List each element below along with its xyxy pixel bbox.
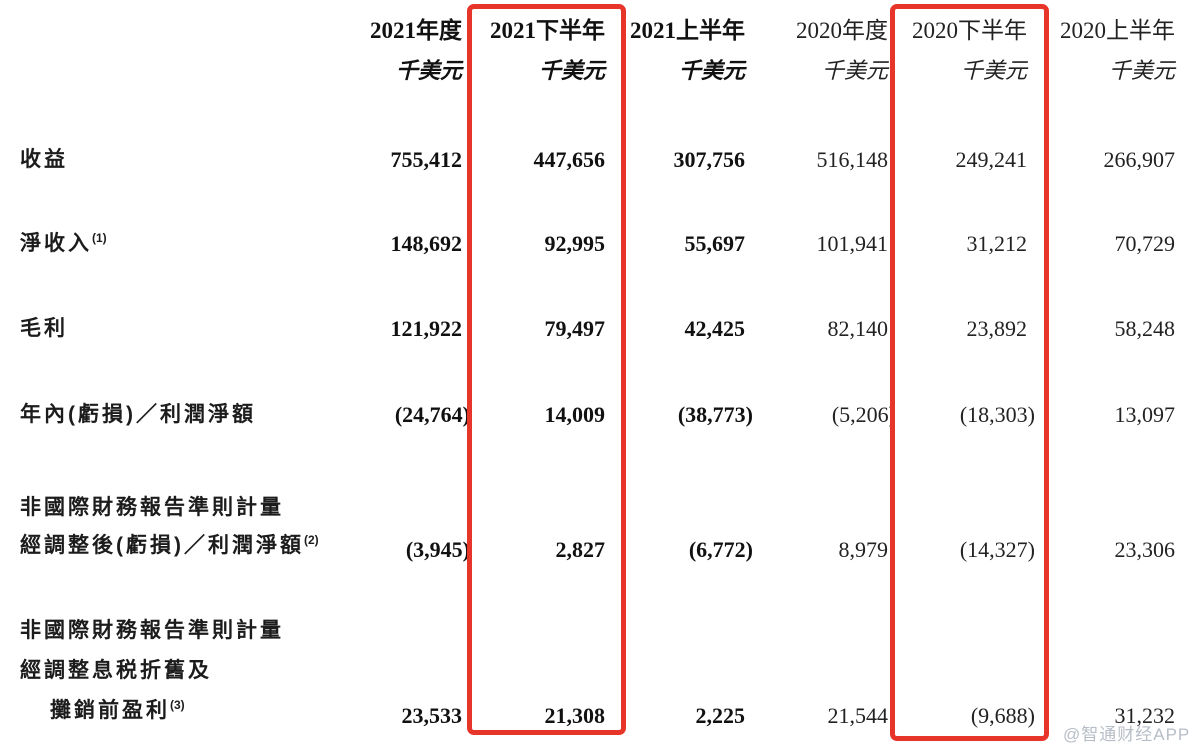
value-cell: 13,097 — [1114, 402, 1176, 427]
financial-table: 2021年度 2021下半年 2021上半年 2020年度 2020下半年 20… — [0, 0, 1175, 731]
value-cell: 755,412 — [390, 147, 463, 172]
value-cell: 70,729 — [1114, 231, 1176, 256]
row-label: 非國際財務報告準則計量 經調整息税折舊及 攤銷前盈利(3) — [0, 611, 355, 731]
value-cell: 8,979 — [838, 537, 889, 562]
row-label-line: 攤銷前盈利(3) — [50, 698, 185, 722]
value-cell: 92,995 — [544, 231, 606, 256]
table-row-adjusted-net-profit-loss: 非國際財務報告準則計量 經調整後(虧損)／利潤淨額(2) (3,945) 2,8… — [0, 489, 1175, 565]
value-cell: 23,306 — [1114, 537, 1176, 562]
table-row-revenue: 收益 755,412 447,656 307,756 516,148 249,2… — [0, 145, 1175, 175]
footnote-marker: (2) — [304, 533, 319, 547]
table-row-net-income: 淨收入(1) 148,692 92,995 55,697 101,941 31,… — [0, 229, 1175, 259]
table-header-periods: 2021年度 2021下半年 2021上半年 2020年度 2020下半年 20… — [0, 0, 1175, 48]
value-cell: 31,232 — [1114, 703, 1176, 728]
value-cell: 2,225 — [695, 703, 746, 728]
unit-label: 千美元 — [960, 58, 1027, 83]
row-label: 淨收入(1) — [20, 231, 107, 255]
value-cell: 82,140 — [827, 316, 889, 341]
value-cell: (18,303) — [959, 402, 1035, 427]
row-label: 收益 — [20, 148, 68, 171]
column-header-2021h1: 2021上半年 — [630, 18, 745, 43]
value-cell: 121,922 — [390, 316, 463, 341]
column-header-2020h1: 2020上半年 — [1060, 18, 1175, 43]
row-label: 非國際財務報告準則計量 經調整後(虧損)／利潤淨額(2) — [0, 489, 355, 565]
value-cell: 266,907 — [1103, 147, 1176, 172]
value-cell: (9,688) — [970, 703, 1035, 728]
table-row-gross-profit: 毛利 121,922 79,497 42,425 82,140 23,892 5… — [0, 314, 1175, 344]
value-cell: 23,892 — [966, 316, 1028, 341]
value-cell: 55,697 — [684, 231, 746, 256]
value-cell: 58,248 — [1114, 316, 1176, 341]
value-cell: (24,764) — [394, 402, 470, 427]
value-cell: 148,692 — [390, 231, 463, 256]
row-label-line: 非國際財務報告準則計量 — [20, 619, 284, 642]
value-cell: 21,544 — [827, 703, 889, 728]
value-cell: 23,533 — [401, 703, 463, 728]
footnote-marker: (1) — [92, 231, 107, 245]
value-cell: 249,241 — [955, 147, 1028, 172]
row-label: 年內(虧損)／利潤淨額 — [20, 403, 256, 426]
value-cell: 516,148 — [816, 147, 889, 172]
value-cell: 31,212 — [966, 231, 1028, 256]
column-header-2020h2: 2020下半年 — [912, 18, 1027, 43]
value-cell: 2,827 — [555, 537, 606, 562]
value-cell: 101,941 — [816, 231, 889, 256]
watermark: @智通财经APP — [1063, 725, 1191, 744]
table-header-units: 千美元 千美元 千美元 千美元 千美元 千美元 — [0, 54, 1175, 88]
unit-label: 千美元 — [1108, 58, 1175, 83]
unit-label: 千美元 — [678, 58, 745, 83]
value-cell: 14,009 — [544, 402, 606, 427]
row-label-line: 非國際財務報告準則計量 — [20, 496, 284, 519]
unit-label: 千美元 — [538, 58, 605, 83]
value-cell: (6,772) — [688, 537, 753, 562]
value-cell: 42,425 — [684, 316, 746, 341]
value-cell: 447,656 — [533, 147, 606, 172]
row-label: 毛利 — [20, 317, 68, 340]
value-cell: 21,308 — [544, 703, 606, 728]
unit-label: 千美元 — [821, 58, 888, 83]
footnote-marker: (3) — [170, 698, 185, 712]
value-cell: (14,327) — [959, 537, 1035, 562]
row-label-line: 經調整息税折舊及 — [20, 659, 212, 682]
unit-label: 千美元 — [395, 58, 462, 83]
value-cell: (38,773) — [677, 402, 753, 427]
value-cell: (3,945) — [405, 537, 470, 562]
value-cell: 307,756 — [673, 147, 746, 172]
column-header-2021fy: 2021年度 — [370, 18, 462, 43]
value-cell: (5,206) — [831, 402, 896, 427]
column-header-2021h2: 2021下半年 — [490, 18, 605, 43]
row-label-line: 經調整後(虧損)／利潤淨額(2) — [20, 533, 319, 557]
table-row-adjusted-ebitda: 非國際財務報告準則計量 經調整息税折舊及 攤銷前盈利(3) 23,533 21,… — [0, 611, 1175, 731]
column-header-2020fy: 2020年度 — [796, 18, 888, 43]
table-row-net-profit-loss: 年內(虧損)／利潤淨額 (24,764) 14,009 (38,773) (5,… — [0, 400, 1175, 430]
value-cell: 79,497 — [544, 316, 606, 341]
